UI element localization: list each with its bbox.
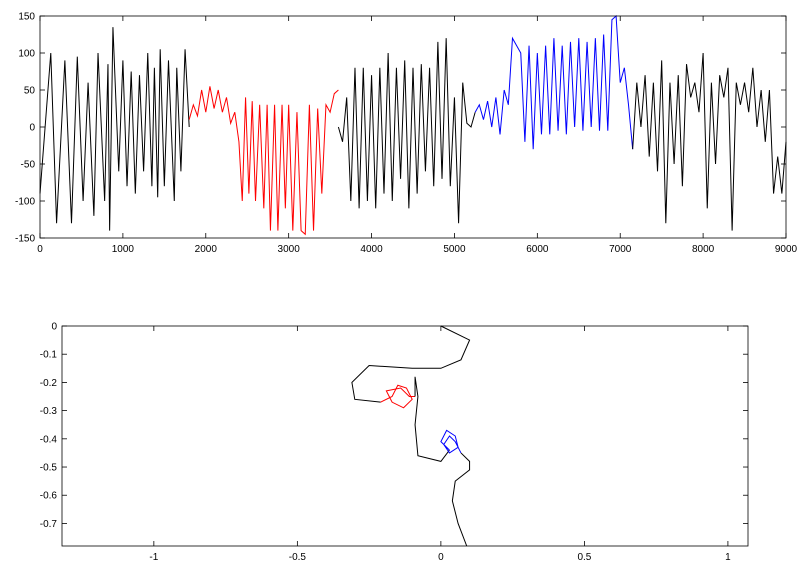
x-tick-label: 4000 bbox=[360, 244, 383, 255]
data-line bbox=[337, 38, 476, 224]
axes-box bbox=[61, 325, 749, 547]
x-tick-label: 3000 bbox=[278, 244, 301, 255]
y-tick-label: -0.6 bbox=[40, 491, 58, 502]
y-tick-label: 100 bbox=[18, 49, 35, 60]
y-tick-label: -0.7 bbox=[40, 519, 58, 530]
y-tick-label: -150 bbox=[15, 234, 35, 245]
data-line bbox=[188, 86, 339, 236]
y-tick-label: -0.1 bbox=[40, 350, 58, 361]
x-tick-label: 9000 bbox=[775, 244, 797, 255]
y-tick-label: 0 bbox=[51, 322, 57, 333]
x-tick-label: 7000 bbox=[609, 244, 632, 255]
x-tick-label: -1 bbox=[149, 552, 158, 563]
x-tick-label: 0.5 bbox=[577, 552, 591, 563]
y-tick-label: 150 bbox=[18, 12, 35, 23]
x-tick-label: 0 bbox=[37, 244, 43, 255]
y-tick-label: -50 bbox=[21, 160, 36, 171]
data-line bbox=[351, 325, 471, 403]
x-tick-label: 6000 bbox=[526, 244, 549, 255]
y-tick-label: 0 bbox=[29, 123, 35, 134]
x-tick-label: 2000 bbox=[195, 244, 218, 255]
x-tick-label: 0 bbox=[438, 552, 444, 563]
data-line bbox=[39, 27, 190, 231]
y-tick-label: 50 bbox=[24, 86, 36, 97]
x-tick-label: 1 bbox=[725, 552, 731, 563]
data-line bbox=[414, 376, 450, 462]
axes-box bbox=[39, 15, 787, 239]
y-tick-label: -0.3 bbox=[40, 406, 58, 417]
data-line bbox=[380, 384, 416, 409]
x-tick-label: 5000 bbox=[443, 244, 466, 255]
data-line bbox=[451, 452, 471, 547]
x-tick-label: -0.5 bbox=[289, 552, 307, 563]
x-tick-label: 1000 bbox=[112, 244, 135, 255]
y-tick-label: -0.2 bbox=[40, 378, 58, 389]
y-tick-label: -0.5 bbox=[40, 463, 58, 474]
data-line bbox=[474, 14, 634, 150]
x-tick-label: 8000 bbox=[692, 244, 715, 255]
data-line bbox=[632, 52, 787, 231]
y-tick-label: -0.4 bbox=[40, 434, 58, 445]
data-line bbox=[440, 429, 462, 454]
y-tick-label: -100 bbox=[15, 197, 35, 208]
